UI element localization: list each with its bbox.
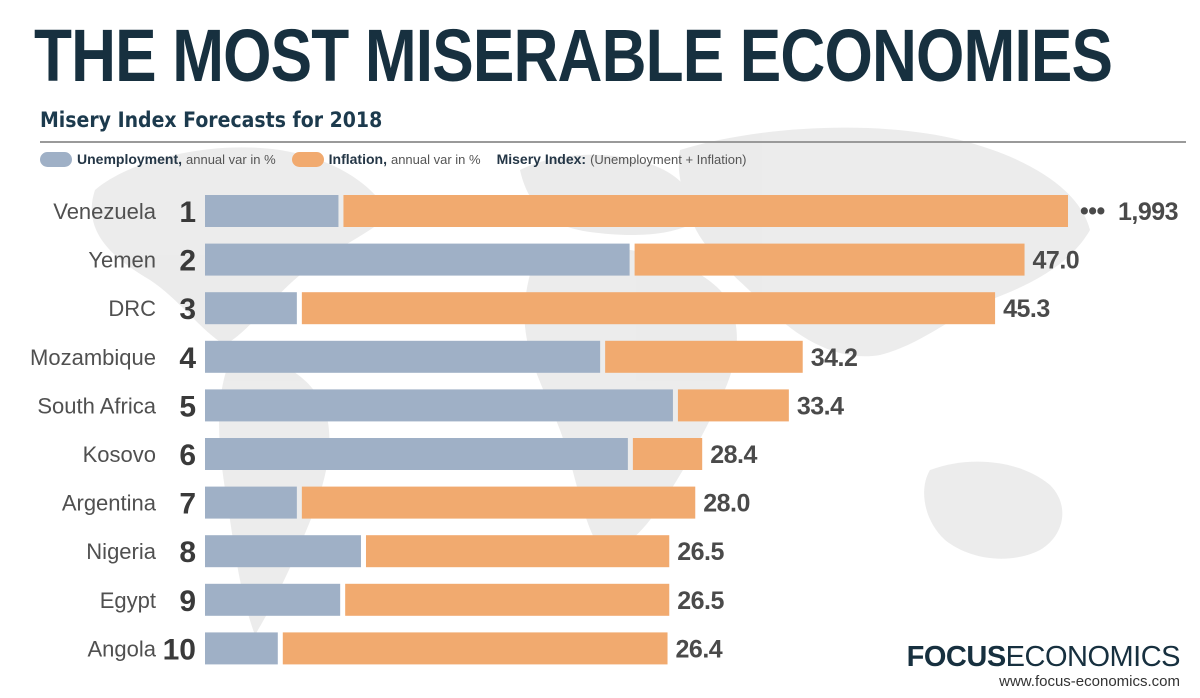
bar-inflation-argentina	[301, 486, 696, 519]
page-subtitle: Misery Index Forecasts for 2018	[40, 108, 383, 132]
legend-note-misery: (Unemployment + Inflation)	[590, 151, 747, 167]
country-label-egypt: Egypt	[100, 588, 156, 613]
total-label-venezuela: 1,993	[1118, 198, 1178, 226]
legend-divider	[40, 141, 1186, 143]
country-label-venezuela: Venezuela	[53, 199, 157, 224]
total-label-nigeria: 26.5	[677, 538, 724, 566]
total-label-mozambique: 34.2	[811, 344, 858, 372]
legend-swatch-inflation	[291, 151, 324, 167]
rank-label-mozambique: 4	[179, 342, 196, 375]
rank-label-angola: 10	[163, 633, 196, 666]
total-label-yemen: 47.0	[1033, 247, 1080, 275]
bar-unemployment-venezuela	[205, 195, 339, 227]
legend-label-inflation: Inflation,	[328, 151, 387, 167]
legend-label-misery: Misery Index:	[496, 151, 587, 167]
country-label-argentina: Argentina	[62, 491, 157, 516]
bar-unemployment-drc	[205, 292, 297, 325]
bar-unemployment-nigeria	[205, 535, 361, 568]
legend-note-unemployment: annual var in %	[186, 151, 276, 167]
bar-inflation-yemen	[634, 243, 1025, 276]
bar-unemployment-yemen	[205, 243, 630, 276]
legend: Unemployment, annual var in % Inflation,…	[40, 148, 763, 170]
break-marker-venezuela: •••	[1080, 197, 1105, 225]
rank-label-nigeria: 8	[179, 536, 196, 569]
brand-focus: FOCUS	[906, 641, 1007, 673]
bar-unemployment-angola	[205, 632, 278, 665]
total-label-argentina: 28.0	[703, 490, 750, 518]
total-label-kosovo: 28.4	[710, 441, 757, 469]
bar-unemployment-south-africa	[205, 389, 673, 422]
bar-inflation-drc	[301, 292, 996, 325]
rank-label-yemen: 2	[179, 245, 196, 278]
bar-unemployment-egypt	[205, 583, 341, 616]
country-label-nigeria: Nigeria	[86, 539, 156, 564]
brand-logo: FOCUSECONOMICS	[906, 641, 1181, 673]
bar-unemployment-argentina	[205, 486, 297, 519]
country-label-mozambique: Mozambique	[30, 345, 156, 370]
brand-url[interactable]: www.focus-economics.com	[999, 673, 1180, 690]
legend-label-unemployment: Unemployment,	[77, 151, 183, 167]
rank-label-argentina: 7	[179, 488, 196, 521]
bar-unemployment-mozambique	[205, 340, 601, 373]
bar-unemployment-kosovo	[205, 438, 628, 470]
legend-note-inflation: annual var in %	[390, 151, 481, 167]
bar-inflation-egypt	[345, 583, 670, 616]
bar-inflation-venezuela	[343, 195, 1069, 227]
brand-economics: ECONOMICS	[1005, 641, 1181, 673]
total-label-drc: 45.3	[1003, 295, 1050, 323]
rank-label-south-africa: 5	[179, 390, 196, 423]
bar-inflation-kosovo	[632, 438, 703, 470]
legend-item-inflation: Inflation, annual var in %	[291, 151, 481, 167]
rank-label-drc: 3	[179, 293, 196, 326]
country-label-south-africa: South Africa	[37, 393, 156, 418]
bar-inflation-mozambique	[605, 340, 803, 373]
page-title: THE MOST MISERABLE ECONOMIES	[34, 14, 1113, 97]
country-label-angola: Angola	[87, 636, 156, 661]
brand-block: FOCUSECONOMICS www.focus-economics.com	[906, 641, 1181, 690]
bar-inflation-nigeria	[365, 535, 670, 568]
total-label-egypt: 26.5	[677, 587, 724, 615]
bar-inflation-south-africa	[677, 389, 789, 422]
country-label-drc: DRC	[108, 296, 156, 321]
rank-label-egypt: 9	[179, 585, 196, 618]
bar-inflation-angola	[282, 632, 668, 665]
legend-item-misery: Misery Index: (Unemployment + Inflation)	[497, 151, 747, 167]
total-label-angola: 26.4	[676, 635, 723, 663]
legend-item-unemployment: Unemployment, annual var in %	[40, 151, 276, 167]
total-label-south-africa: 33.4	[797, 392, 844, 420]
rank-label-venezuela: 1	[179, 196, 196, 229]
country-label-kosovo: Kosovo	[83, 442, 156, 467]
legend-swatch-unemployment	[40, 151, 72, 167]
country-label-yemen: Yemen	[88, 248, 156, 273]
rank-label-kosovo: 6	[179, 439, 196, 472]
